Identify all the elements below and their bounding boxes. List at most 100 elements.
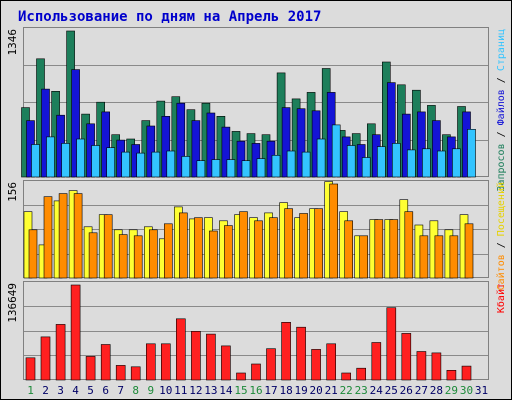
bar-panel3-series1-day15 [236,372,246,381]
bar-panel1-series2-day26 [401,113,411,178]
bar-panel2-series2-day1 [28,229,38,279]
bar-panel1-series3-day13 [211,159,221,178]
bar-panel1-series3-day1 [31,144,40,178]
bar-panel1-series3-day12 [196,160,206,178]
bar-panel2-series2-day23 [359,235,369,279]
bar-panel1-series3-day17 [271,155,281,178]
bar-panel1-series2-day28 [432,120,441,178]
bar-panel3-series1-day7 [115,365,126,381]
bar-panel1-series3-day22 [346,145,356,178]
bar-panel3-series1-day13 [206,333,216,381]
bar-panel3-series1-day5 [85,356,96,381]
bar-panel3-series1-day22 [341,372,352,381]
bar-panel2-series2-day6 [103,214,113,279]
x-tick-label-1: 1 [27,384,34,397]
panel-2-max-label: 156 [6,182,19,202]
bar-panel2-series2-day28 [434,235,444,279]
x-tick-label-9: 9 [147,384,154,397]
bar-panel2-series2-day30 [464,223,474,279]
bar-panel3-series1-day16 [251,363,261,381]
bar-panel2-series2-day8 [133,235,143,279]
bar-panel1-series2-day14 [221,126,231,178]
x-tick-label-21: 21 [325,384,338,397]
bar-panel2-series2-day24 [374,219,384,279]
panel-1-max-label: 1346 [6,29,19,56]
legend-entry-1-4: Страниц [496,29,507,71]
bar-panel1-series3-day11 [181,156,191,178]
panel-2-legend: Сайтов / Посещений [495,182,507,290]
bar-panel1-series2-day12 [191,120,201,178]
legend-entry-2-0: Сайтов [495,254,507,290]
x-tick-label-15: 15 [234,384,247,397]
bar-panel2-series2-day26 [404,211,414,279]
x-tick-label-27: 27 [415,384,428,397]
bar-panel1-series3-day3 [61,143,70,178]
bar-panel2-series2-day11 [179,212,188,279]
bar-panel3-series1-day6 [100,344,111,381]
bar-panel1-series2-day6 [101,111,110,178]
x-tick-label-24: 24 [370,384,384,397]
bar-panel1-series3-day9 [151,151,161,178]
chart-title: Использование по дням на Апрель 2017 [18,9,321,25]
bar-panel1-series3-day23 [361,157,371,178]
bar-panel1-series3-day7 [121,151,130,178]
bar-panel3-series1-day8 [130,366,141,381]
bar-panel2-series2-day9 [149,229,158,279]
bar-panel1-series2-day9 [146,125,156,178]
bar-panel1-series3-day19 [301,151,311,178]
bar-panel1-series3-day15 [241,160,251,178]
bar-panel1-series3-day26 [406,149,416,178]
bar-panel3-series1-day26 [401,333,412,381]
bar-panel2-series2-day29 [449,235,459,279]
bar-panel2-series2-day16 [254,220,263,279]
bar-panel1-series2-day13 [206,112,216,178]
bar-panel3-series1-day11 [176,318,186,381]
bar-panel1-series2-day4 [71,69,80,178]
x-tick-label-20: 20 [309,384,322,397]
bar-panel3-series1-day1 [25,357,36,381]
panel-3-legend: Кбайт [495,283,507,313]
bar-panel3-series1-day24 [371,342,382,381]
bar-panel2-series2-day10 [164,223,173,279]
bar-panel2-series2-day20 [314,208,323,279]
x-tick-label-4: 4 [72,384,79,397]
bar-panel2-series2-day15 [239,211,248,279]
bar-panel3-series1-day17 [266,348,276,381]
x-tick-label-16: 16 [249,384,262,397]
bar-panel2-series2-day12 [194,217,203,279]
panel-1-legend: Запросов / Файлов / Страниц [495,29,507,192]
bar-panel1-series3-day14 [226,159,236,178]
bar-panel1-series3-day5 [91,145,100,178]
x-tick-label-14: 14 [219,384,233,397]
bar-panel3-series1-day20 [311,349,321,381]
x-tick-label-17: 17 [264,384,277,397]
bar-panel2-series2-day2 [43,196,53,279]
bar-panel1-series2-day11 [176,102,186,178]
bar-panel3-series1-day10 [161,343,171,381]
x-tick-label-26: 26 [400,384,413,397]
bar-panel1-series3-day20 [316,138,326,178]
legend-entry-3-0: Кбайт [495,283,507,313]
bar-panel2-series2-day17 [269,217,278,279]
legend-entry-1-2: Файлов [495,89,507,125]
x-tick-label-2: 2 [42,384,49,397]
bar-panel2-series2-day18 [284,208,293,279]
bar-panel1-series2-day15 [236,140,246,178]
x-tick-label-7: 7 [117,384,124,397]
x-tick-label-19: 19 [294,384,307,397]
bar-panel3-series1-day30 [461,365,472,381]
bar-panel3-series1-day28 [431,352,442,381]
bar-panel2-series2-day19 [299,213,308,279]
bar-panel1-series3-day16 [256,158,266,178]
bar-panel3-series1-day29 [446,369,457,381]
bar-panel3-series1-day19 [296,326,306,381]
bar-panel1-series2-day27 [417,111,426,178]
bar-panel2-series2-day21 [329,183,339,279]
legend-entry-1-1: / [496,125,507,143]
bar-panel1-series3-day24 [376,146,386,178]
x-tick-label-28: 28 [430,384,443,397]
bar-panel1-series2-day10 [161,116,171,178]
bar-panel2-series2-day13 [209,230,218,279]
legend-entry-2-2: Посещений [495,182,507,236]
